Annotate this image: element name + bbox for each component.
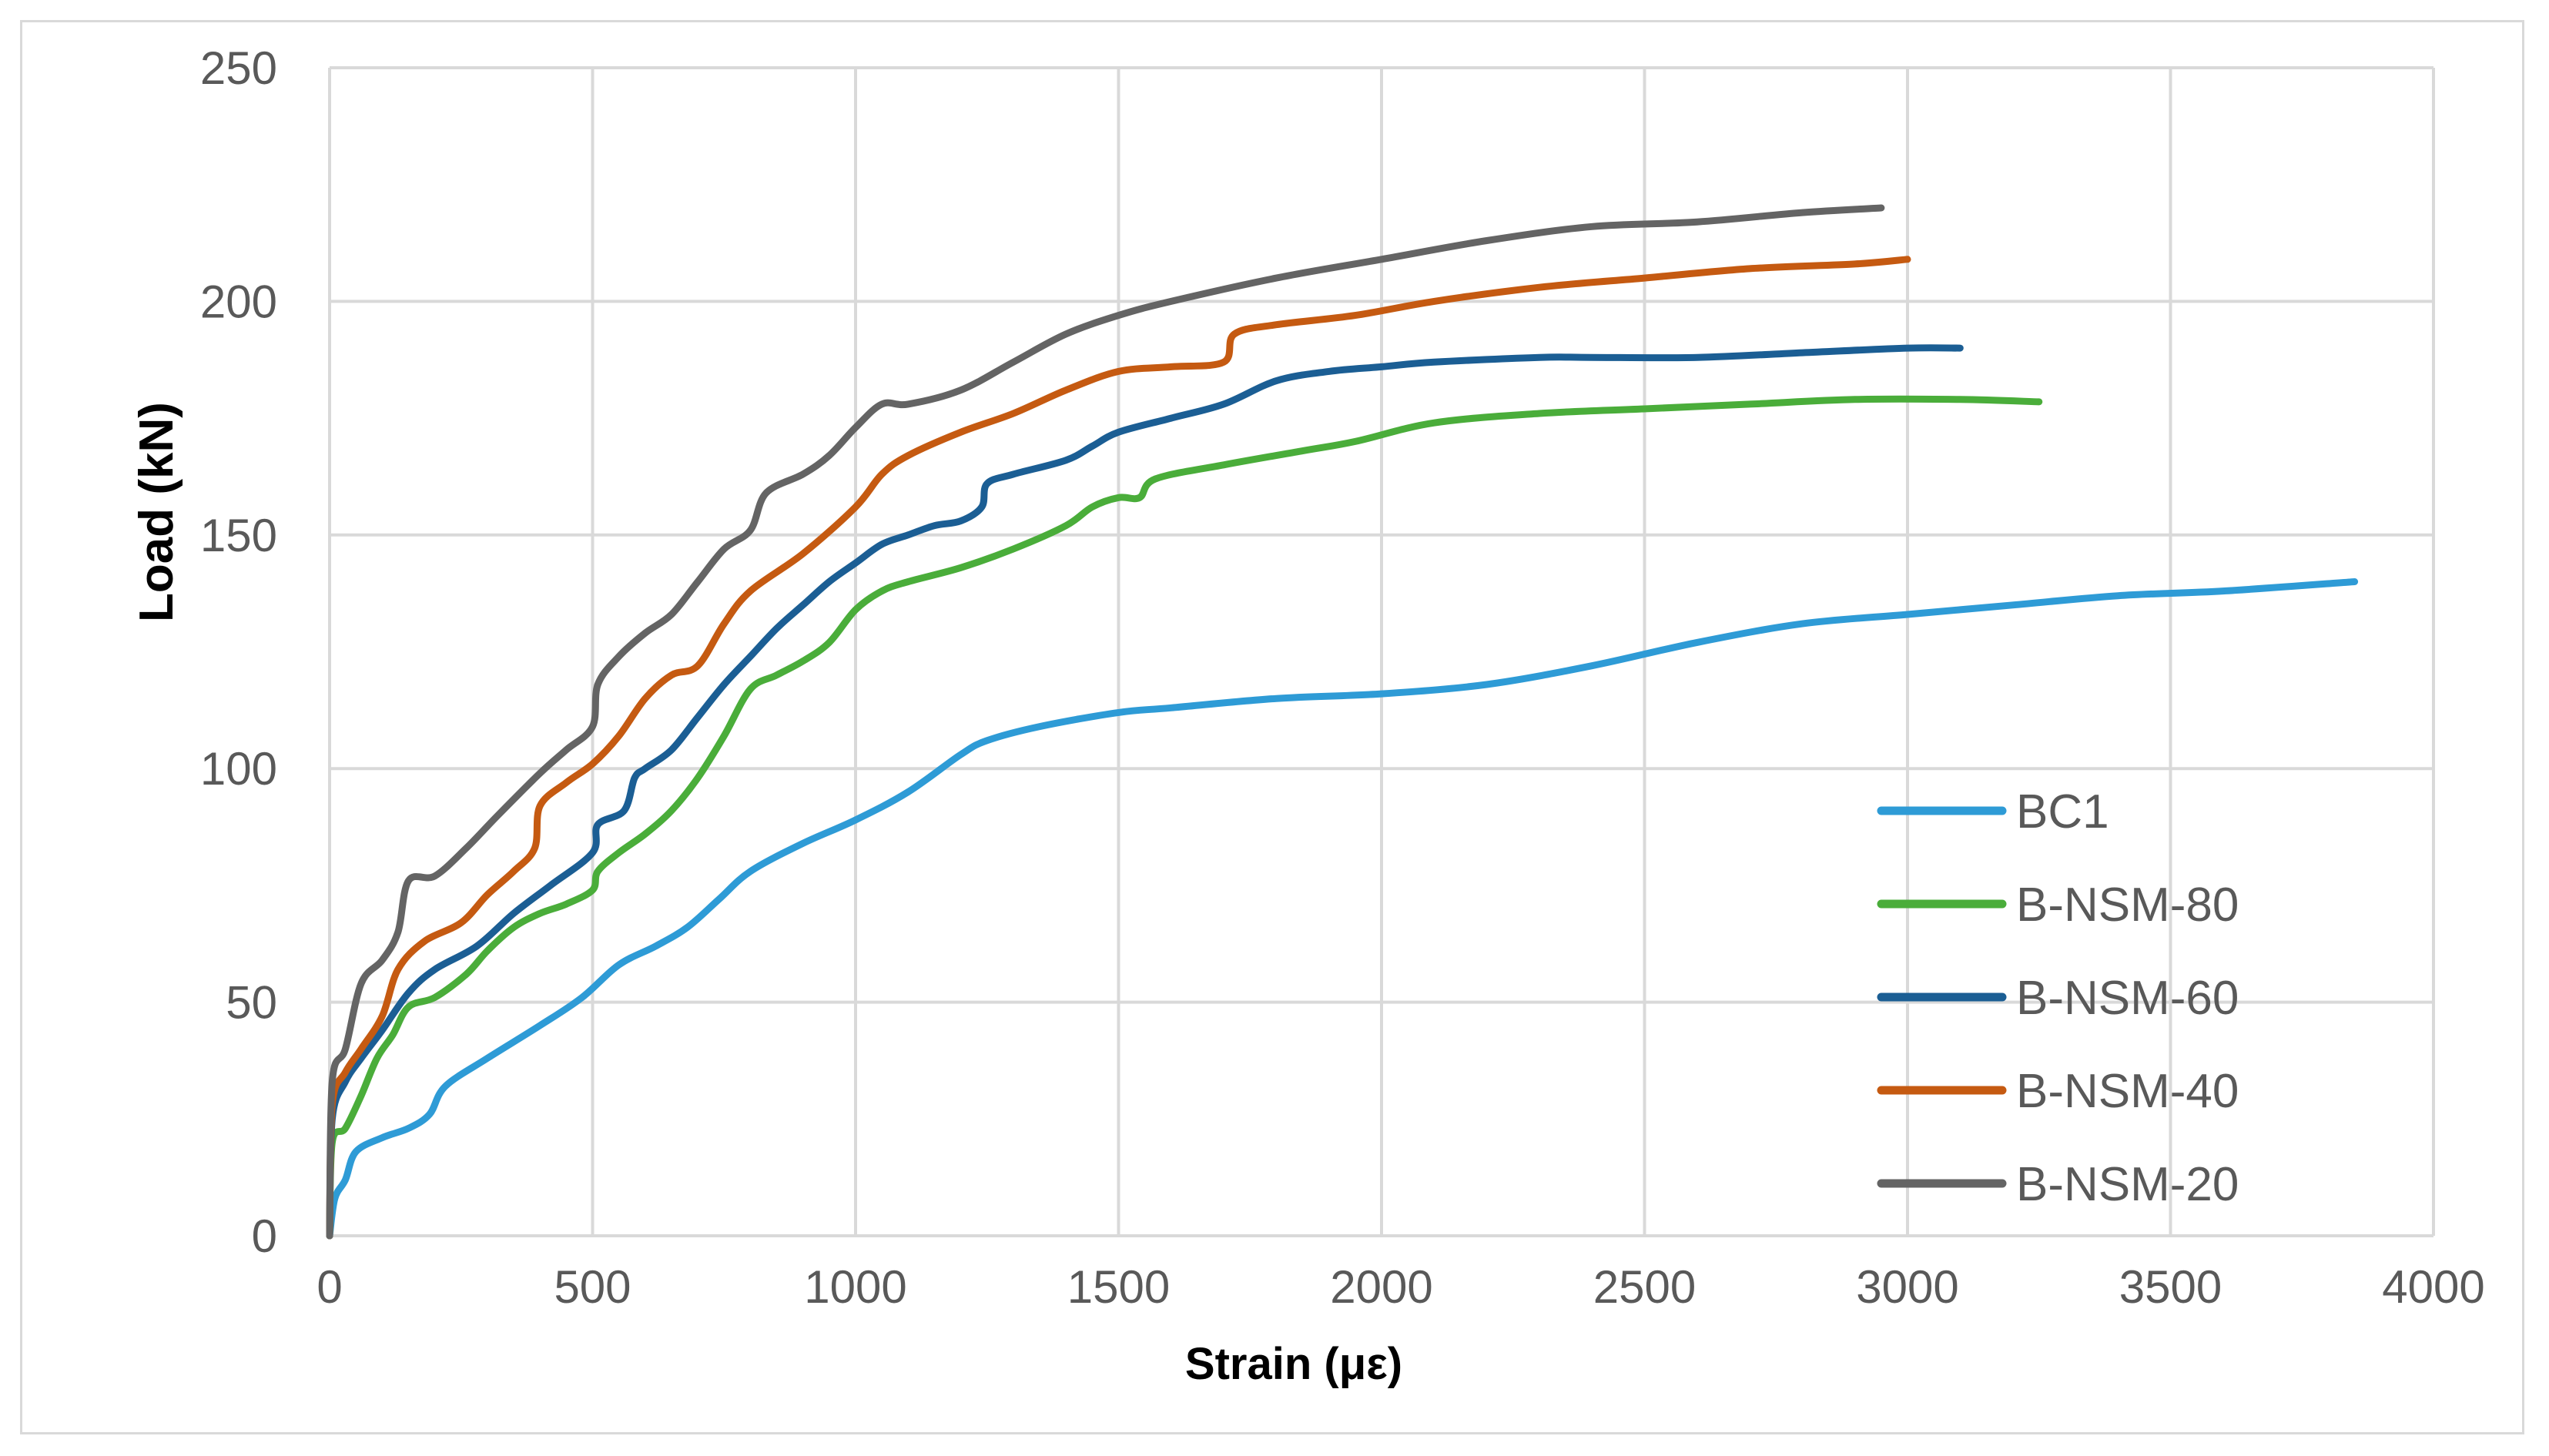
x-tick-label: 1500 <box>1067 1261 1170 1313</box>
series-line-b-nsm-20 <box>326 204 1885 1240</box>
series-lines <box>326 204 2359 1240</box>
x-tick-label: 0 <box>317 1261 342 1313</box>
x-tick-label: 1000 <box>804 1261 906 1313</box>
legend-label-b-nsm-20: B-NSM-20 <box>2016 1158 2239 1211</box>
series-line-b-nsm-60 <box>326 344 1964 1240</box>
y-axis-title: Load (kN) <box>130 402 183 622</box>
x-tick-label: 2500 <box>1593 1261 1696 1313</box>
y-tick-label: 200 <box>200 276 277 327</box>
y-tick-label: 100 <box>200 743 277 795</box>
series-line-b-nsm-80 <box>326 395 2043 1240</box>
x-axis-tick-labels: 0 500 1000 1500 2000 2500 3000 3500 4000 <box>317 1261 2484 1313</box>
legend-label-b-nsm-40: B-NSM-40 <box>2016 1065 2239 1118</box>
y-tick-label: 50 <box>226 977 277 1029</box>
x-tick-label: 3500 <box>2119 1261 2222 1313</box>
legend-label-b-nsm-60: B-NSM-60 <box>2016 972 2239 1025</box>
chart-frame <box>20 20 2524 1434</box>
x-axis-title: Strain (με) <box>1185 1339 1402 1389</box>
legend-label-b-nsm-80: B-NSM-80 <box>2016 879 2239 932</box>
y-axis-tick-labels: 0 50 100 150 200 250 <box>200 42 277 1262</box>
legend: BC1 B-NSM-80 B-NSM-60 B-NSM-40 B-NSM-20 <box>1877 785 2239 1211</box>
y-tick-label: 0 <box>252 1210 277 1262</box>
legend-label-bc1: BC1 <box>2016 785 2109 838</box>
y-tick-label: 150 <box>200 510 277 561</box>
y-tick-label: 250 <box>200 42 277 94</box>
x-tick-label: 4000 <box>2382 1261 2484 1313</box>
gridlines <box>328 66 2435 1237</box>
series-line-bc1 <box>326 578 2359 1240</box>
x-tick-label: 500 <box>554 1261 631 1313</box>
x-tick-label: 3000 <box>1856 1261 1958 1313</box>
x-tick-label: 2000 <box>1330 1261 1432 1313</box>
series-line-b-nsm-40 <box>326 256 1911 1240</box>
